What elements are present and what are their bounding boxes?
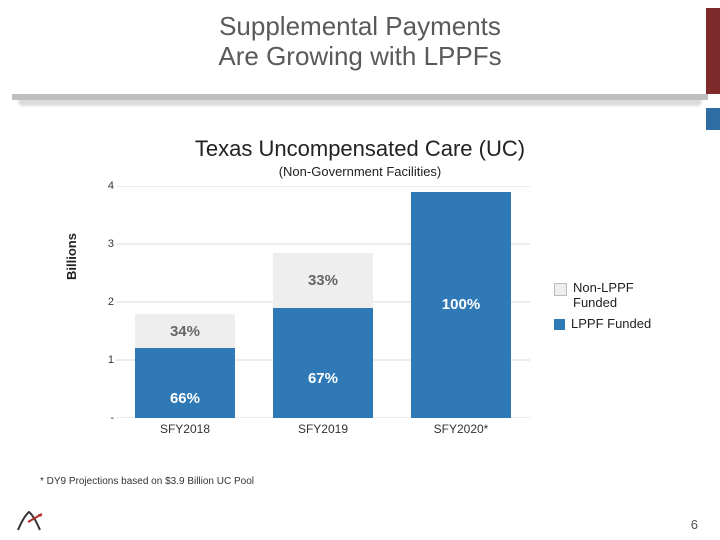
title-line-2: Are Growing with LPPFs <box>218 41 501 71</box>
x-axis-labels: SFY2018 SFY2019 SFY2020* <box>116 422 530 442</box>
bar-label-nonlppf: 33% <box>273 272 372 289</box>
x-axis-label: SFY2018 <box>135 422 234 436</box>
y-axis: - 1 2 3 4 <box>100 186 116 418</box>
y-tick: 1 <box>94 354 114 366</box>
bar-segment-lppf <box>273 308 372 418</box>
bars: 34% 66% 33% 67% 100% <box>116 186 530 418</box>
legend-swatch <box>554 283 567 296</box>
y-tick: - <box>94 412 114 424</box>
plot-area: 34% 66% 33% 67% 100% <box>116 186 530 418</box>
slide-title: Supplemental Payments Are Growing with L… <box>0 12 720 72</box>
chart-title: Texas Uncompensated Care (UC) <box>40 136 680 162</box>
y-tick: 3 <box>94 238 114 250</box>
chart: Texas Uncompensated Care (UC) (Non-Gover… <box>40 130 680 466</box>
bar-label-lppf: 100% <box>411 296 510 313</box>
logo-icon <box>14 508 44 534</box>
legend-label: LPPF Funded <box>571 316 651 331</box>
y-tick: 4 <box>94 180 114 192</box>
chart-subtitle: (Non-Government Facilities) <box>40 164 680 179</box>
y-tick: 2 <box>94 296 114 308</box>
footnote: * DY9 Projections based on $3.9 Billion … <box>40 476 254 487</box>
bar-label-lppf: 67% <box>273 370 372 387</box>
legend: Non-LPPF Funded LPPF Funded <box>554 280 674 337</box>
legend-swatch <box>554 319 565 330</box>
y-axis-label: Billions <box>64 233 79 280</box>
legend-item-nonlppf: Non-LPPF Funded <box>554 280 674 310</box>
bar-label-lppf: 66% <box>135 390 234 407</box>
accent-bar-maroon <box>706 8 720 94</box>
divider <box>0 90 720 114</box>
slide: Supplemental Payments Are Growing with L… <box>0 0 720 540</box>
x-axis-label: SFY2019 <box>273 422 372 436</box>
page-number: 6 <box>691 517 698 532</box>
x-axis-label: SFY2020* <box>411 422 510 436</box>
title-line-1: Supplemental Payments <box>219 11 501 41</box>
legend-item-lppf: LPPF Funded <box>554 316 674 331</box>
bar-label-nonlppf: 34% <box>135 323 234 340</box>
accent-bar-blue <box>706 108 720 130</box>
bar-segment-lppf <box>135 348 234 418</box>
legend-label: Non-LPPF Funded <box>573 280 674 310</box>
